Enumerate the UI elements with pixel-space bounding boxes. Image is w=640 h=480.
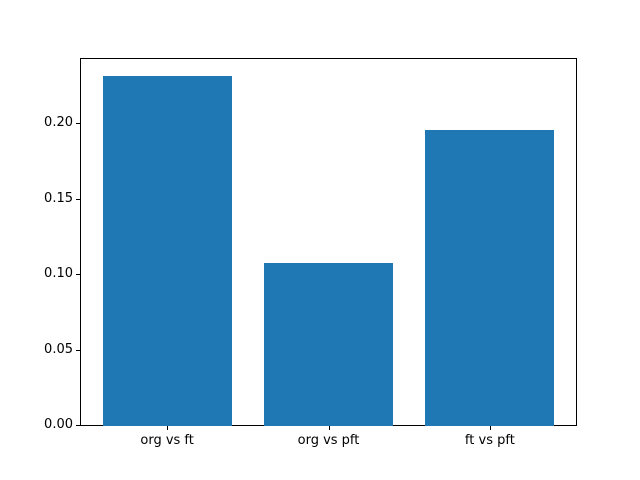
bar-org-vs-ft — [102, 76, 232, 426]
y-tick-mark — [76, 274, 80, 276]
y-tick-label: 0.10 — [44, 266, 73, 282]
x-tick-mark — [489, 426, 491, 430]
y-tick-mark — [76, 198, 80, 200]
y-tick-label: 0.00 — [44, 417, 73, 432]
y-tick-mark — [76, 425, 80, 426]
x-tick-label: ft vs pft — [464, 433, 515, 448]
y-tick-label: 0.15 — [44, 190, 73, 206]
x-tick-mark — [167, 426, 169, 430]
x-tick-label: org vs pft — [297, 433, 360, 448]
bar-ft-vs-pft — [425, 130, 555, 426]
bar-org-vs-pft — [263, 263, 394, 426]
x-tick-label: org vs ft — [140, 433, 194, 448]
y-tick-label: 0.05 — [44, 341, 73, 357]
y-tick-label: 0.20 — [44, 115, 73, 131]
y-tick-mark — [76, 349, 80, 351]
x-tick-mark — [328, 426, 330, 430]
y-tick-mark — [76, 123, 80, 125]
